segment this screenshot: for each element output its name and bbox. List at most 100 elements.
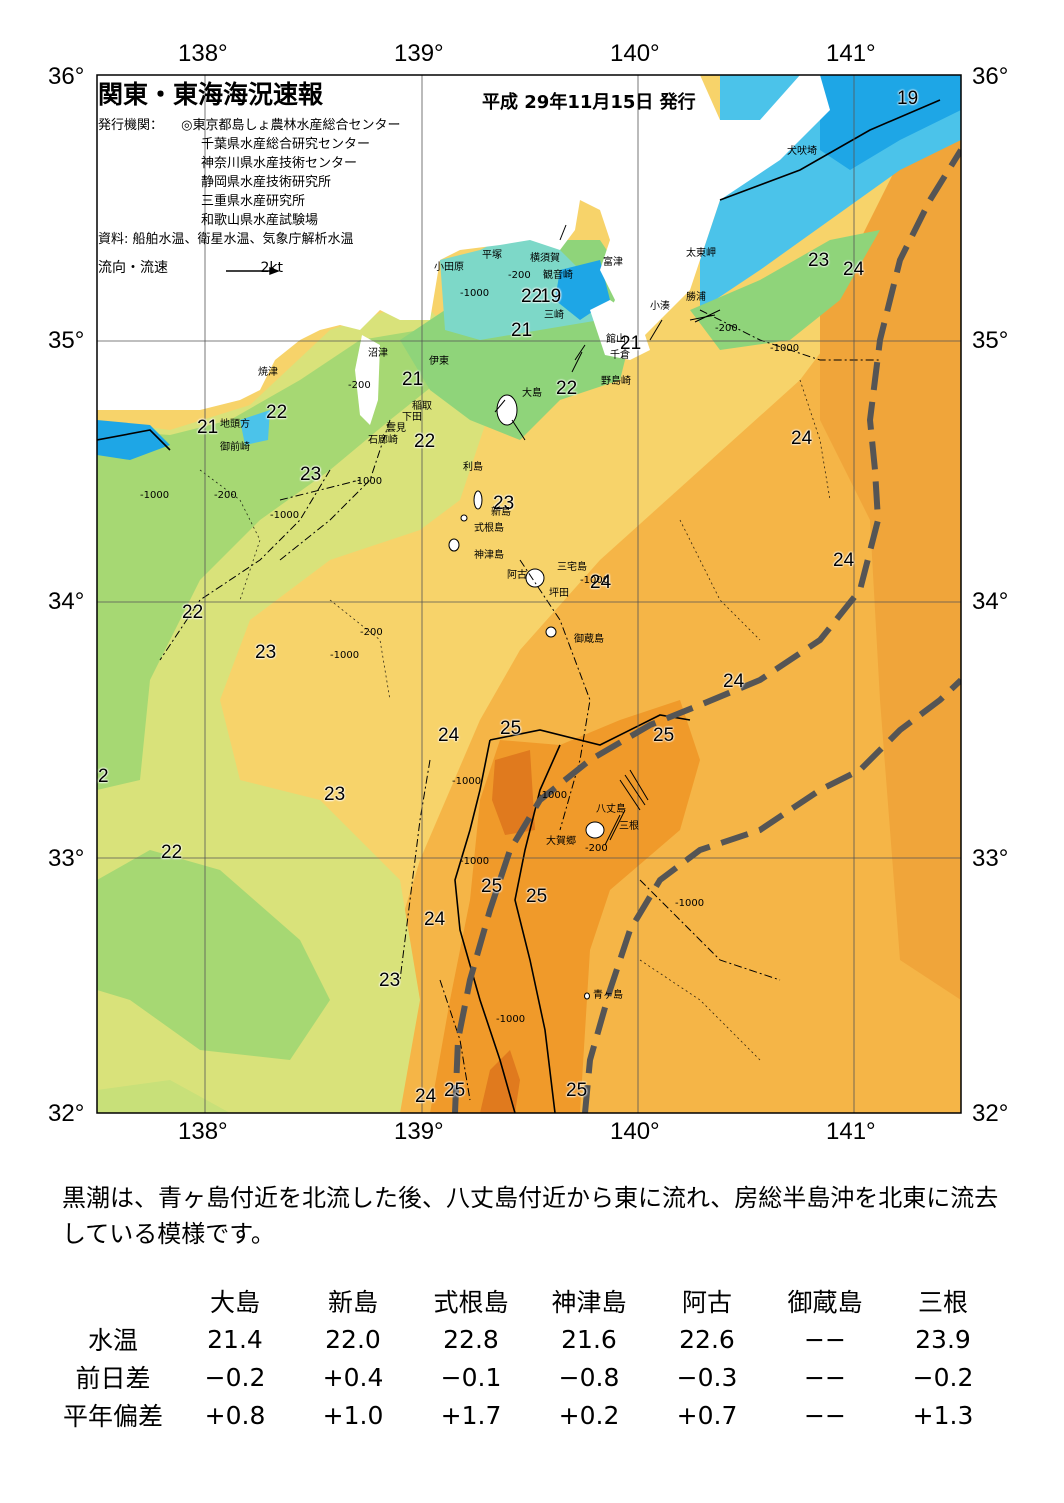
lon-tick-bottom-140: 140° xyxy=(610,1118,660,1145)
lat-lon-grid xyxy=(97,75,961,1113)
water-temp-table: 大島 新島 式根島 神津島 阿古 御蔵島 三根 水温 21.4 22.0 22.… xyxy=(50,1282,1002,1434)
contour-label: 24 xyxy=(833,550,855,571)
depth-label: -1000 xyxy=(452,776,482,787)
contour-label: 24 xyxy=(424,909,446,930)
place-futtsu: 富津 xyxy=(603,257,623,268)
contour-label: 22 xyxy=(414,431,436,452)
table-cell: −− xyxy=(804,1362,846,1392)
kozushima-island xyxy=(448,538,460,552)
lon-tick-top-138: 138° xyxy=(178,40,228,67)
table-cell: −0.2 xyxy=(204,1362,266,1392)
table-col-header: 式根島 xyxy=(433,1288,509,1317)
sea-temperature-map xyxy=(96,74,962,1114)
depth-label: -200 xyxy=(348,380,371,391)
place-chikura: 千倉 xyxy=(610,350,630,361)
header-panel: 関東・東海海況速報 発行機関： ◎東京都島しょ農林水産総合センター 千葉県水産総… xyxy=(98,78,401,278)
place-kominato: 小湊 xyxy=(650,301,670,312)
issuer-0: ◎東京都島しょ農林水産総合センター xyxy=(181,118,401,133)
lat-tick-left-36: 36° xyxy=(48,63,85,90)
lat-tick-right-35: 35° xyxy=(972,327,1009,354)
table-col-header: 御蔵島 xyxy=(787,1288,863,1317)
place-shikinejima: 式根島 xyxy=(474,523,504,534)
place-ako: 阿古 xyxy=(507,570,527,581)
current-arrows xyxy=(494,224,721,846)
lat-tick-right-33: 33° xyxy=(972,845,1009,872)
place-yaizu: 焼津 xyxy=(258,367,278,378)
contour-label: 25 xyxy=(566,1080,588,1101)
contour-label: 23 xyxy=(808,250,830,271)
table-cell: 21.6 xyxy=(561,1324,617,1354)
contour-label: 23 xyxy=(379,970,401,991)
contour-label: 24 xyxy=(843,259,865,280)
lon-tick-top-139: 139° xyxy=(394,40,444,67)
izu-peninsula xyxy=(355,335,380,425)
depth-label: -200 xyxy=(715,323,738,334)
table-col-header: 大島 xyxy=(209,1288,260,1317)
table-cell: −0.8 xyxy=(558,1362,620,1392)
table-row: 平年偏差 +0.8 +1.0 +1.7 +0.2 +0.7 −− +1.3 xyxy=(50,1396,1002,1434)
depth-label: -1000 xyxy=(538,790,568,801)
table-cell: −− xyxy=(804,1324,846,1354)
lon-tick-top-141: 141° xyxy=(826,40,876,67)
place-mikurajima: 御蔵島 xyxy=(574,634,604,645)
table-cell: +0.2 xyxy=(558,1400,620,1430)
place-odawara: 小田原 xyxy=(434,262,464,273)
place-oshima: 大島 xyxy=(522,388,542,399)
depth-label: -1000 xyxy=(460,856,490,867)
table-cell: 23.9 xyxy=(915,1324,971,1354)
place-inubosaki: 犬吠埼 xyxy=(787,146,817,157)
issuer-5: 和歌山県水産試験場 xyxy=(201,213,319,228)
depth-label: -200 xyxy=(585,843,608,854)
table-row-label: 平年偏差 xyxy=(62,1402,163,1431)
place-taitomisaki: 太東岬 xyxy=(686,248,716,259)
table-cell: 21.4 xyxy=(207,1324,263,1354)
contour-label: 25 xyxy=(653,725,675,746)
place-okago: 大賀郷 xyxy=(546,836,576,847)
lat-tick-left-33: 33° xyxy=(48,845,85,872)
depth-label: -1000 xyxy=(675,898,705,909)
contour-label: 19 xyxy=(897,88,919,109)
place-yokosuka: 横須賀 xyxy=(530,253,560,264)
depth-label: -1000 xyxy=(460,288,490,299)
table-cell: +1.7 xyxy=(440,1400,502,1430)
depth-label: -1000 xyxy=(580,575,610,586)
lon-tick-bottom-138: 138° xyxy=(178,1118,228,1145)
contour-label: 21 xyxy=(511,320,533,341)
contour-label: 25 xyxy=(500,718,522,739)
depth-label: -1000 xyxy=(140,490,170,501)
boso-tip xyxy=(590,300,650,360)
table-cell: −− xyxy=(804,1400,846,1430)
place-inatori: 稲取 xyxy=(412,401,432,412)
kuroshio-axis xyxy=(452,148,961,1113)
issuer-2: 神奈川県水産技術センター xyxy=(201,156,358,171)
table-cell: 22.0 xyxy=(325,1324,381,1354)
contour-label: 24 xyxy=(438,725,460,746)
flow-scale-arrow xyxy=(226,266,280,276)
place-kozushima: 神津島 xyxy=(474,550,504,561)
lon-tick-bottom-139: 139° xyxy=(394,1118,444,1145)
mikurajima-island xyxy=(545,626,557,638)
contour-label: 25 xyxy=(526,886,548,907)
place-misaki: 三崎 xyxy=(544,310,564,321)
table-cell: +1.3 xyxy=(912,1400,974,1430)
contour-label: 21 xyxy=(197,417,219,438)
table-col-header: 神津島 xyxy=(551,1288,627,1317)
issue-date: 平成 29年11月15日 発行 xyxy=(482,92,696,113)
lat-tick-right-32: 32° xyxy=(972,1100,1009,1127)
table-cell: 22.8 xyxy=(443,1324,499,1354)
lat-tick-right-34: 34° xyxy=(972,588,1009,615)
place-aogashima: 青ヶ島 xyxy=(593,990,623,1001)
contour-label: 21 xyxy=(620,333,642,354)
contour-label: 2 xyxy=(98,766,109,787)
contour-label: 22 xyxy=(556,378,578,399)
flow-legend-label: 流向・流速 xyxy=(98,260,168,276)
table-row: 前日差 −0.2 +0.4 −0.1 −0.8 −0.3 −− −0.2 xyxy=(50,1358,1002,1396)
contour-label: 25 xyxy=(481,876,503,897)
lat-tick-right-36: 36° xyxy=(972,63,1009,90)
place-shimoda: 下田 xyxy=(402,412,422,423)
issuer-4: 三重県水産研究所 xyxy=(201,194,306,209)
table-row-label: 前日差 xyxy=(75,1364,151,1393)
map-frame xyxy=(96,74,962,1114)
contour-label: 24 xyxy=(590,572,612,593)
contour-label: 22 xyxy=(266,402,288,423)
